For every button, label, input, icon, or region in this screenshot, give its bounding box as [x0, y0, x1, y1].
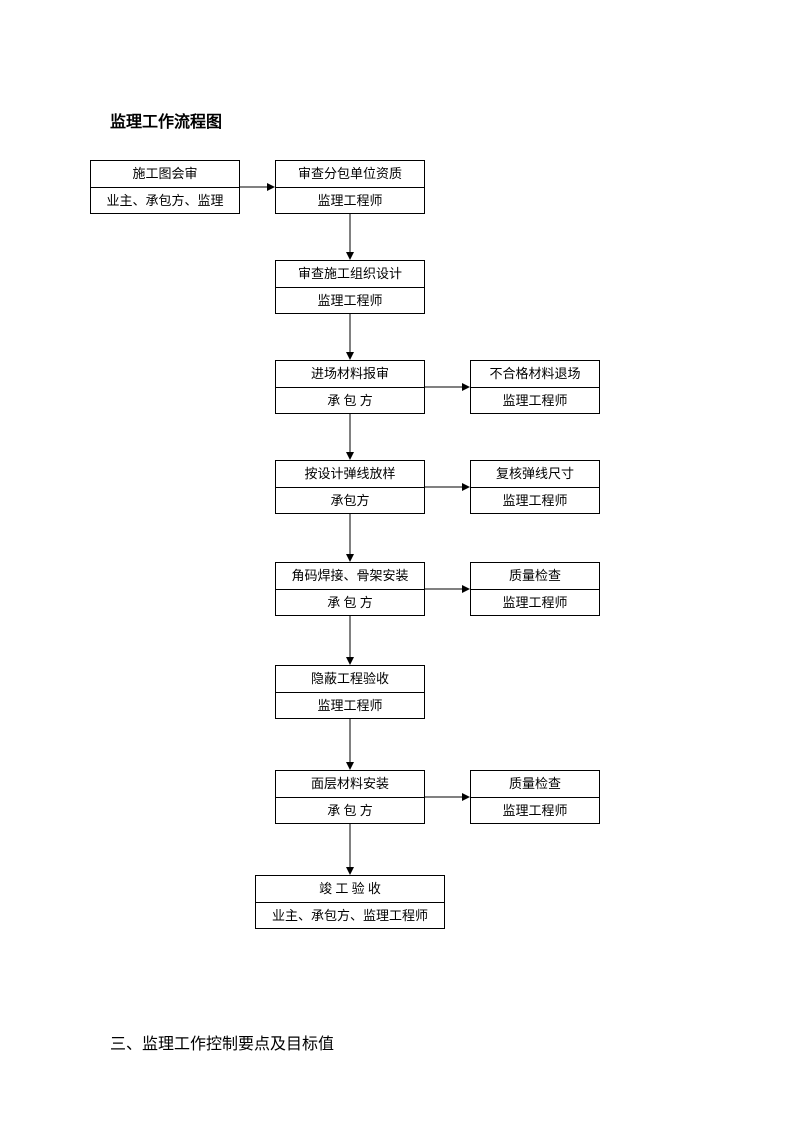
node-title: 隐蔽工程验收: [276, 666, 424, 693]
node-role: 业主、承包方、监理: [91, 188, 239, 214]
node-role: 承 包 方: [276, 590, 424, 616]
node-title: 竣 工 验 收: [256, 876, 444, 903]
flow-node-n13: 竣 工 验 收业主、承包方、监理工程师: [255, 875, 445, 929]
flow-node-n8: 角码焊接、骨架安装承 包 方: [275, 562, 425, 616]
node-role: 承包方: [276, 488, 424, 514]
node-title: 审查施工组织设计: [276, 261, 424, 288]
flow-node-n6: 按设计弹线放样承包方: [275, 460, 425, 514]
node-title: 审查分包单位资质: [276, 161, 424, 188]
node-title: 面层材料安装: [276, 771, 424, 798]
flow-node-n10: 隐蔽工程验收监理工程师: [275, 665, 425, 719]
node-role: 监理工程师: [471, 798, 599, 824]
node-role: 监理工程师: [276, 693, 424, 719]
node-title: 角码焊接、骨架安装: [276, 563, 424, 590]
flow-node-n11: 面层材料安装承 包 方: [275, 770, 425, 824]
node-role: 监理工程师: [471, 388, 599, 414]
node-role: 监理工程师: [276, 188, 424, 214]
flow-node-n2: 审查分包单位资质监理工程师: [275, 160, 425, 214]
flow-node-n1: 施工图会审业主、承包方、监理: [90, 160, 240, 214]
node-role: 业主、承包方、监理工程师: [256, 903, 444, 929]
node-role: 承 包 方: [276, 798, 424, 824]
node-title: 不合格材料退场: [471, 361, 599, 388]
flow-node-n5: 不合格材料退场监理工程师: [470, 360, 600, 414]
node-role: 监理工程师: [276, 288, 424, 314]
node-role: 监理工程师: [471, 488, 599, 514]
node-role: 监理工程师: [471, 590, 599, 616]
node-title: 质量检查: [471, 771, 599, 798]
flow-node-n7: 复核弹线尺寸监理工程师: [470, 460, 600, 514]
flow-node-n3: 审查施工组织设计监理工程师: [275, 260, 425, 314]
node-title: 按设计弹线放样: [276, 461, 424, 488]
page-title: 监理工作流程图: [110, 108, 222, 132]
node-role: 承 包 方: [276, 388, 424, 414]
flow-node-n4: 进场材料报审承 包 方: [275, 360, 425, 414]
flow-node-n12: 质量检查监理工程师: [470, 770, 600, 824]
node-title: 进场材料报审: [276, 361, 424, 388]
footer-heading: 三、监理工作控制要点及目标值: [110, 1030, 334, 1054]
node-title: 复核弹线尺寸: [471, 461, 599, 488]
flow-node-n9: 质量检查监理工程师: [470, 562, 600, 616]
node-title: 质量检查: [471, 563, 599, 590]
node-title: 施工图会审: [91, 161, 239, 188]
